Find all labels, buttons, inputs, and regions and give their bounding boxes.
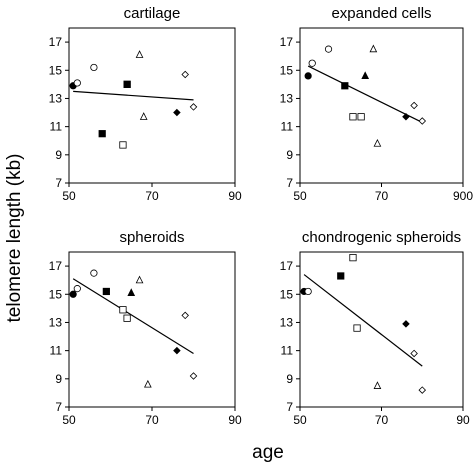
- y-tick-label: 13: [280, 91, 294, 105]
- x-tick-label: 90: [456, 413, 470, 427]
- data-point: [373, 138, 382, 147]
- data-point: [73, 79, 81, 87]
- data-point: [349, 254, 357, 262]
- y-tick-label: 15: [49, 287, 63, 301]
- panel-title: chondrogenic spheroids: [302, 229, 461, 246]
- x-tick-label: 50: [62, 413, 76, 427]
- y-tick-label: 9: [55, 372, 62, 386]
- data-point: [69, 290, 77, 298]
- y-tick-label: 7: [286, 176, 293, 190]
- data-point: [369, 44, 378, 53]
- trendline: [73, 90, 194, 101]
- data-point: [119, 141, 127, 149]
- y-tick-label: 17: [49, 259, 63, 273]
- x-tick-label: 70: [145, 189, 159, 203]
- data-point: [181, 311, 189, 320]
- data-point: [123, 314, 131, 322]
- x-tick-label: 90: [228, 189, 242, 203]
- y-tick-label: 11: [281, 344, 294, 358]
- y-tick-label: 15: [49, 63, 63, 77]
- data-point: [173, 346, 181, 355]
- y-tick-label: 11: [50, 120, 63, 134]
- data-point: [308, 59, 316, 67]
- data-point: [410, 349, 418, 358]
- y-tick-label: 15: [280, 63, 294, 77]
- plot-frame: [68, 27, 236, 184]
- y-tick-label: 7: [286, 400, 293, 414]
- data-point: [418, 386, 427, 394]
- plot-frame: [299, 27, 464, 184]
- trendline: [72, 278, 194, 354]
- panel-title: expanded cells: [331, 5, 431, 22]
- y-tick-label: 11: [50, 344, 63, 358]
- panel-title: cartilage: [124, 5, 181, 22]
- data-point: [357, 113, 365, 121]
- x-axis-label: age: [252, 442, 284, 463]
- data-point: [353, 324, 361, 332]
- trendline: [307, 65, 423, 123]
- data-point: [102, 287, 110, 296]
- data-point: [324, 45, 333, 53]
- data-point: [349, 113, 357, 121]
- data-point: [373, 381, 382, 389]
- data-point: [402, 320, 410, 328]
- data-point: [90, 269, 98, 277]
- data-point: [337, 272, 345, 280]
- data-point: [304, 287, 312, 296]
- x-tick-label: 70: [145, 413, 159, 427]
- panel-3: spheroids 7 9 11 13 15 17 50 70 90: [49, 229, 242, 427]
- y-tick-label: 9: [55, 148, 62, 162]
- data-point: [173, 108, 181, 117]
- y-tick-label: 7: [55, 400, 62, 414]
- data-point: [341, 82, 349, 90]
- panel-title: spheroids: [119, 229, 184, 246]
- data-point: [90, 63, 98, 72]
- plot-frame: [299, 251, 464, 408]
- y-tick-label: 9: [286, 372, 293, 386]
- x-tick-label: 900: [453, 189, 473, 203]
- panel-4: chondrogenic spheroids 7 9 11 13 15 17 50 70 90: [280, 229, 470, 427]
- data-point: [410, 101, 418, 110]
- data-point: [135, 275, 144, 284]
- x-tick-label: 50: [293, 189, 307, 203]
- x-tick-label: 70: [375, 413, 389, 427]
- data-point: [139, 112, 148, 120]
- data-point: [119, 306, 127, 314]
- data-point: [418, 117, 427, 125]
- y-tick-label: 13: [49, 315, 63, 329]
- data-point: [123, 80, 131, 88]
- data-point: [144, 379, 152, 388]
- data-point: [361, 71, 370, 80]
- y-tick-label: 11: [281, 120, 294, 134]
- y-tick-label: 9: [286, 148, 293, 162]
- y-tick-label: 17: [280, 259, 294, 273]
- data-point: [189, 103, 198, 111]
- y-axis-label: telomere length (kb): [4, 154, 25, 323]
- data-point: [135, 50, 144, 58]
- panel-2: expanded cells 7 9 11 13 15 17 50 70 900: [280, 5, 474, 203]
- y-tick-label: 13: [280, 315, 294, 329]
- x-tick-label: 50: [62, 189, 76, 203]
- y-tick-label: 15: [280, 287, 294, 301]
- x-tick-label: 70: [375, 189, 389, 203]
- y-tick-label: 17: [280, 35, 294, 49]
- data-point: [304, 72, 312, 80]
- data-point: [189, 372, 198, 380]
- data-point: [127, 288, 136, 296]
- data-point: [98, 130, 106, 138]
- x-tick-label: 50: [293, 413, 307, 427]
- panel-1: cartilage 7 9 11 13 15 17 50 70 90: [49, 5, 242, 203]
- y-tick-label: 17: [49, 35, 63, 49]
- data-point: [402, 113, 410, 121]
- y-tick-label: 13: [49, 91, 63, 105]
- trendline: [303, 274, 423, 367]
- data-point: [73, 285, 81, 293]
- x-tick-label: 90: [228, 413, 242, 427]
- data-point: [181, 70, 189, 79]
- y-tick-label: 7: [55, 176, 62, 190]
